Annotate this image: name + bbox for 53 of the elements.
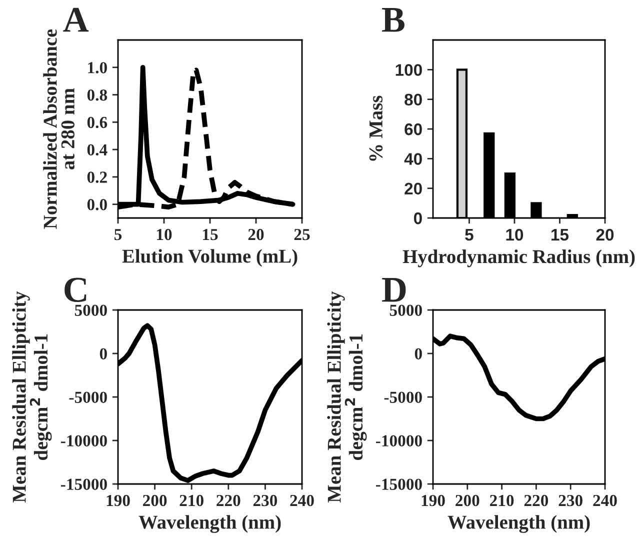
y-tick-label: 0 — [100, 348, 107, 360]
y-tick-label: 5000 — [74, 304, 107, 316]
y-tick-label: 20 — [404, 182, 422, 195]
x-tick-label: 25 — [294, 228, 310, 240]
x-tick-label: 220 — [524, 494, 548, 506]
x-tick-label: 220 — [216, 494, 240, 506]
x-tick-label: 20 — [248, 228, 264, 240]
y-tick-label: 1.0 — [88, 62, 107, 74]
x-tick-label: 190 — [422, 494, 445, 506]
y-tick-label: 0.8 — [87, 89, 108, 101]
y-tick-label: 5000 — [390, 304, 422, 316]
y-tick-label: -5000 — [69, 392, 107, 403]
y-tick-label: 0.4 — [87, 144, 108, 156]
y-tick-label: -10000 — [60, 435, 107, 446]
x-tick-label: 200 — [143, 494, 167, 506]
x-tick-label: 10 — [506, 228, 524, 241]
x-axis-title: Hydrodynamic Radius (nm) — [402, 250, 635, 268]
y-tick-label: 0.2 — [87, 172, 107, 183]
y-tick-label: -10000 — [376, 435, 422, 446]
x-tick-label: 20 — [596, 228, 614, 241]
x-tick-label: 5 — [465, 229, 474, 241]
y-tick-label: 40 — [404, 153, 422, 165]
y-axis-title: % Mass — [369, 96, 383, 161]
x-tick-label: 230 — [253, 494, 278, 506]
y-tick-label: 0.0 — [87, 199, 107, 210]
y-axis-title: Mean Residual Ellipticity degcm$^{2}$ dmol-1 — [327, 291, 367, 503]
x-tick-label: 240 — [593, 494, 617, 506]
x-axis-title: Wavelength (nm) — [448, 515, 590, 533]
y-tick-label: 0.6 — [87, 116, 108, 128]
x-tick-label: 190 — [106, 494, 130, 506]
y-tick-label: 100 — [396, 64, 422, 76]
x-tick-label: 240 — [290, 494, 314, 506]
y-tick-label: 80 — [404, 94, 422, 106]
y-tick-label: -15000 — [376, 478, 422, 490]
x-tick-label: 210 — [180, 494, 204, 506]
x-tick-label: 210 — [490, 494, 514, 506]
chart-title: C — [64, 278, 86, 302]
y-tick-label: 0 — [414, 212, 422, 224]
x-tick-label: 15 — [203, 228, 218, 240]
y-tick-label: -5000 — [384, 392, 422, 403]
x-tick-label: 230 — [558, 494, 582, 506]
x-tick-label: 200 — [456, 494, 480, 506]
y-tick-label: 60 — [404, 123, 422, 136]
y-tick-label: 0 — [414, 348, 422, 360]
x-tick-label: 10 — [157, 228, 172, 240]
y-axis-title: Mean Residual Ellipticity degcm$^{2}$ dmol-1 — [12, 291, 52, 503]
x-tick-label: 5 — [114, 229, 122, 240]
x-axis-title: Wavelength (nm) — [138, 515, 281, 533]
chart-title: D — [382, 278, 406, 302]
x-tick-label: 15 — [552, 229, 569, 241]
chart-title: B — [382, 8, 404, 32]
x-axis-title: Elution Volume (mL) — [122, 249, 298, 267]
y-tick-label: -15000 — [60, 478, 107, 490]
